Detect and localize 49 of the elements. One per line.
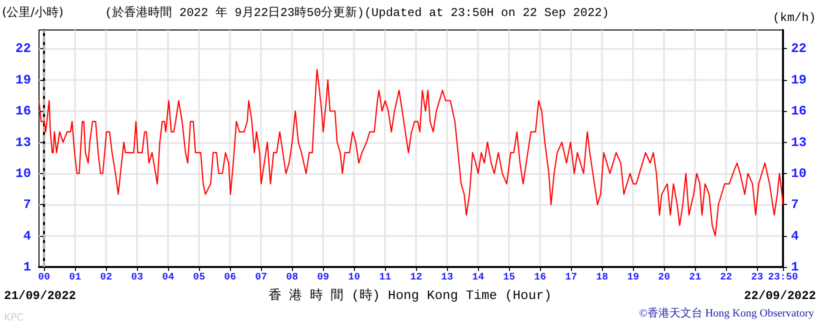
x-tick-label: 17 [565, 272, 578, 284]
x-tick-label: 21 [689, 272, 702, 284]
x-tick-label: 04 [162, 272, 174, 284]
y-tick-label: 16 [15, 104, 32, 119]
x-tick-label: 20 [658, 272, 670, 284]
x-tick-label: 18 [596, 272, 608, 284]
text: 21/09/2022 [4, 289, 76, 303]
x-tick-label: 15 [503, 272, 516, 284]
y-tick-label: 13 [15, 134, 32, 150]
x-tick-label: 03 [131, 272, 144, 284]
x-tick-label: 06 [224, 272, 236, 284]
x-tick-label: 14 [472, 272, 484, 284]
x-tick-label: 16 [534, 272, 546, 284]
y2-tick-label: 19 [791, 72, 807, 88]
y2-tick-label: 7 [791, 197, 799, 212]
y2-tick-label: 1 [791, 260, 799, 274]
y-tick-label: 1 [23, 260, 32, 274]
y2-tick-label: 10 [791, 166, 807, 181]
y-tick-label: 10 [15, 166, 32, 181]
x-tick-label: 22 [720, 272, 732, 284]
y2-axis-title: (km/h) [772, 11, 816, 25]
text: ©香港天文台 Hong Kong Observatory [639, 306, 814, 320]
x-tick-label: 07 [255, 272, 268, 284]
chart-title: (於香港時間 2022 年 9月22日23時50分更新)(Updated at 23:50H on 22 Sep 2022) [105, 5, 610, 20]
x-tick-label: 11 [379, 272, 392, 284]
text: 22/09/2022 [744, 289, 816, 303]
x-tick-label: 23 [751, 272, 764, 284]
x-tick-label: 09 [317, 272, 330, 284]
x-tick-label: 08 [286, 272, 298, 284]
x-tick-label: 12 [410, 272, 422, 284]
x-tick-label: 02 [100, 272, 112, 284]
x-tick-label: 19 [627, 272, 640, 284]
x-tick-label: 10 [348, 272, 360, 284]
y-axis-title: (公里/小時) [2, 5, 64, 19]
y-tick-label: 22 [15, 41, 32, 56]
x-tick-label: 23:50 [768, 272, 798, 284]
line-series [38, 68, 784, 236]
y2-tick-label: 13 [791, 134, 807, 150]
y2-tick-label: 22 [791, 41, 807, 56]
y-tick-label: 7 [23, 197, 31, 212]
x-tick-label: 13 [441, 272, 454, 284]
x-tick-label: 01 [69, 272, 82, 284]
y2-tick-label: 4 [791, 228, 799, 244]
x-axis-title: 香 港 時 間 (時) Hong Kong Time (Hour) [268, 288, 552, 303]
y2-tick-label: 16 [791, 104, 807, 119]
x-tick-label: 00 [38, 272, 50, 284]
y-tick-label: 19 [15, 72, 32, 88]
x-tick-label: 05 [193, 272, 206, 284]
y-tick-label: 4 [23, 228, 32, 244]
